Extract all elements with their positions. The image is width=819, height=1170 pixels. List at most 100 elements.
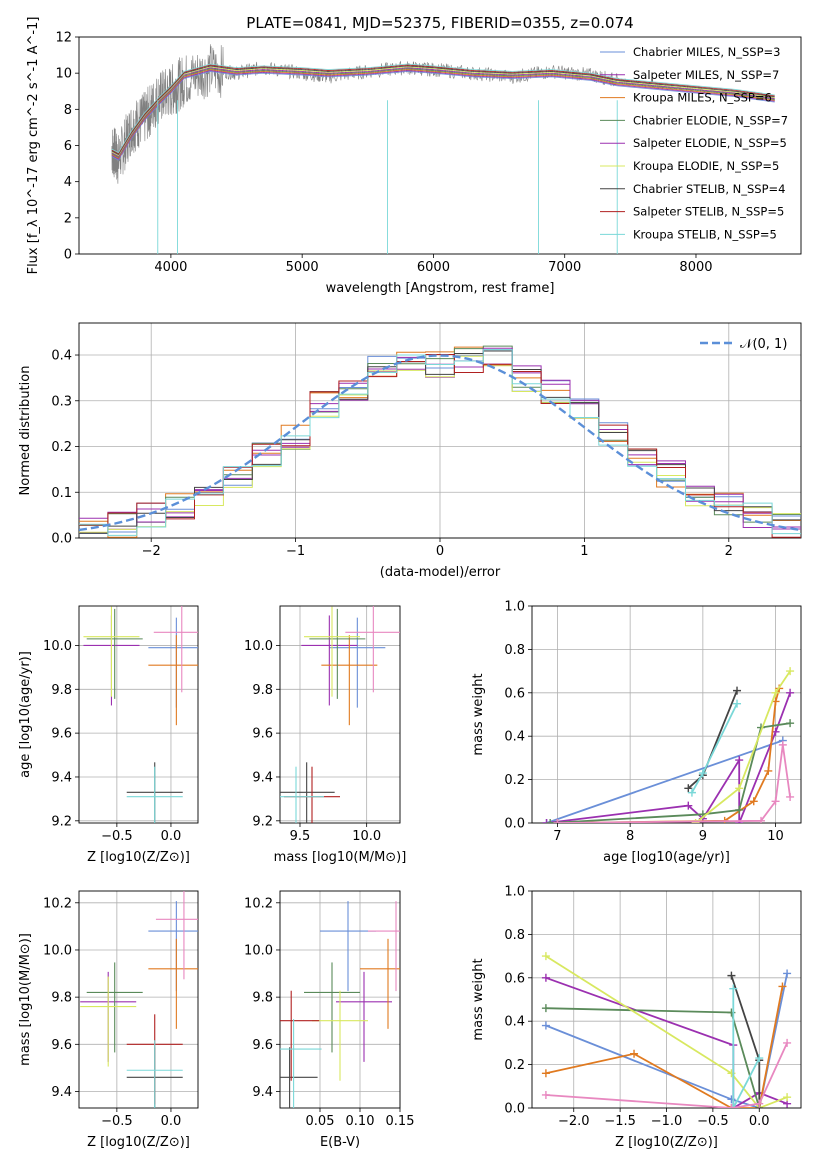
legend-label: Salpeter ELODIE, N_SSP=5 [633,136,787,150]
weight-line [545,1042,788,1108]
x-tick-label: −0.5 [101,1114,133,1129]
x-axis-label: Z [log10(Z/Z⊙)] [87,850,190,865]
y-axis-label: Flux [f_λ 10^-17 erg cm^-2 s^-1 A^-1] [26,17,41,275]
plot-area [280,901,400,1108]
y-tick-label: 9.4 [51,770,72,785]
chart-age_vs_mass: 9.5 10.0 9.2 9.4 9.6 9.8 10.0 mass [log10(M/M⊙)… [244,605,406,865]
plot-frame [279,605,401,824]
x-tick-label: 4000 [154,260,187,275]
plus-marker [783,1093,792,1102]
legend-label: Chabrier MILES, N_SSP=3 [633,45,780,59]
chart-mass_vs_EBV: 0.05 0.10 0.15 9.4 9.6 9.8 10.0 10.2 E(B-V) [244,890,414,1150]
plot-frame [78,890,199,1109]
y-tick-label: 9.8 [252,683,273,698]
plus-marker [764,766,773,775]
x-tick-label: 2 [725,544,733,559]
y-tick-label: 9.8 [51,683,72,698]
x-tick-label: −0.5 [697,1114,729,1129]
weight-line [545,976,788,1108]
plus-marker [786,719,795,728]
x-tick-label: −0.5 [101,829,133,844]
plus-marker [771,688,780,697]
series-model [111,64,775,155]
plus-marker [733,699,742,708]
y-axis-label: mass weight [471,673,486,755]
x-axis-label: E(B-V) [320,1135,360,1150]
plot-frame [531,890,802,1109]
x-tick-label: −1.5 [604,1114,636,1129]
y-axis-label: Normed distribution [18,366,33,496]
plus-marker [771,797,780,806]
y-tick-label: 9.2 [252,814,273,829]
weight-line [730,975,761,1108]
plus-marker [541,1090,550,1099]
y-tick-label: 10.0 [43,639,72,654]
y-axis-label: mass weight [471,958,486,1040]
y-tick-label: 0.4 [504,730,525,745]
plot-area [83,606,198,823]
y-tick-label: 8 [64,103,72,118]
chart-mass_vs_Z: −0.5 0.0 9.4 9.6 9.8 10.0 10.2 Z [log10(Z/Z⊙)] m… [18,890,199,1150]
x-tick-label: 5000 [286,260,319,275]
x-tick-label: −1 [286,544,305,559]
y-tick-label: 0.4 [504,1015,525,1030]
plus-marker [684,784,693,793]
histogram-step [79,350,801,534]
plus-marker [757,816,766,823]
weight-line [557,688,781,823]
y-tick-label: 0.8 [504,928,525,943]
plus-marker [786,667,795,676]
y-tick-label: 0.0 [51,532,72,547]
plus-marker [727,971,736,980]
y-tick-label: 0.6 [504,686,525,701]
plot-frame [279,890,401,1109]
x-tick-label: 0.0 [161,829,182,844]
weight-line [545,973,788,1108]
plot-area [111,44,775,254]
x-tick-label: 10.0 [352,829,381,844]
histogram-step [79,354,801,538]
x-tick-label: −2.0 [558,1114,590,1129]
x-tick-label: 8000 [679,260,712,275]
x-axis-label: Z [log10(Z/Z⊙)] [615,1135,718,1150]
y-tick-label: 9.6 [252,727,273,742]
y-tick-label: 9.4 [51,1085,72,1100]
x-tick-label: 0.05 [306,1114,335,1129]
y-tick-label: 9.8 [51,991,72,1006]
y-tick-label: 9.6 [252,1038,273,1053]
legend-label: Salpeter MILES, N_SSP=7 [633,68,779,82]
plus-marker [786,792,795,801]
plus-marker [630,1049,639,1058]
plus-marker [735,756,744,765]
x-tick-label: 7 [553,829,561,844]
plus-marker [691,819,700,823]
y-tick-label: 10.0 [43,943,72,958]
y-tick-label: 10.2 [244,896,273,911]
y-tick-label: 10 [55,67,72,82]
x-tick-label: 0 [436,544,444,559]
plot-area [280,606,400,823]
plus-marker [733,686,742,695]
plus-marker [541,1069,550,1078]
y-tick-label: 10.0 [244,943,273,958]
x-tick-label: 9 [699,829,707,844]
legend-label: Chabrier STELIB, N_SSP=4 [633,182,785,196]
x-axis-label: wavelength [Angstrom, rest frame] [326,281,555,296]
plus-marker [541,1004,550,1013]
y-tick-label: 12 [55,31,72,46]
plus-marker [755,1054,764,1063]
plus-marker [727,1008,736,1017]
legend-label: Chabrier ELODIE, N_SSP=7 [633,113,788,127]
plot-frame [78,322,802,539]
x-tick-label: 1 [580,544,588,559]
plus-marker [735,784,744,793]
plus-marker [749,797,758,806]
legend-label: Kroupa MILES, N_SSP=6 [633,91,772,105]
plus-marker [755,1099,764,1108]
chart-weight_vs_age: 7 8 9 10 0.0 0.2 0.4 0.6 0.8 1.0 age [log10(age/yr… [471,600,802,865]
normal-curve [79,354,801,532]
x-axis-label: Z [log10(Z/Z⊙)] [87,1135,190,1150]
plus-marker [786,688,795,697]
x-tick-label: 0.0 [161,1114,182,1129]
plot-area [80,891,198,1108]
